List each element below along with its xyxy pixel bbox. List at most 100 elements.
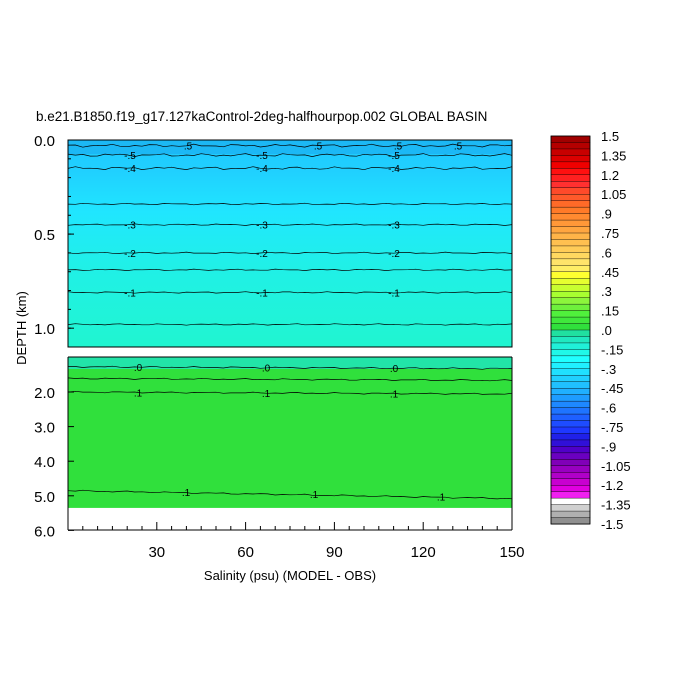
y-tick-label: 4.0 bbox=[34, 454, 55, 471]
colorbar-swatch bbox=[550, 200, 591, 208]
contour-label: -.4 bbox=[124, 164, 136, 175]
contour-label: -.5 bbox=[124, 151, 136, 162]
colorbar-swatch bbox=[550, 232, 591, 240]
chart-title: b.e21.B1850.f19_g17.127kaControl-2deg-ha… bbox=[36, 109, 487, 124]
contour-line bbox=[67, 223, 513, 226]
colorbar-label: -.9 bbox=[601, 439, 616, 454]
colorbar-swatch bbox=[550, 349, 591, 357]
contour-label: -.3 bbox=[388, 221, 400, 232]
x-tick-label: 120 bbox=[411, 544, 436, 561]
colorbar-swatch bbox=[550, 420, 591, 428]
contour-label: -.3 bbox=[124, 221, 136, 232]
contour-line bbox=[67, 377, 513, 382]
upper-panel: .5.5.5.5-.5 -.5 -.5-.4 -.4 -.4-.3 -.3 -.3-.2 -.… bbox=[34, 133, 513, 348]
contour-label: -.4 bbox=[388, 164, 400, 175]
colorbar-swatch bbox=[550, 226, 591, 234]
y-tick-label: 0.0 bbox=[34, 133, 55, 150]
colorbar-label: -1.05 bbox=[601, 459, 631, 474]
y-tick-label: 3.0 bbox=[34, 420, 55, 437]
upper-y-ticks: 0.0 0.5 1.0 bbox=[34, 133, 74, 348]
colorbar-label: 1.2 bbox=[601, 168, 619, 183]
colorbar-swatch bbox=[550, 135, 591, 143]
colorbar-label: -.45 bbox=[601, 381, 623, 396]
colorbar-swatch bbox=[550, 329, 591, 337]
colorbar-swatch bbox=[550, 271, 591, 279]
colorbar-swatch bbox=[550, 452, 591, 460]
colorbar-label: 1.05 bbox=[601, 187, 626, 202]
x-ticks: 30 60 90 120 150 bbox=[82, 522, 525, 561]
colorbar-swatch bbox=[550, 426, 591, 434]
colorbar-swatch bbox=[550, 213, 591, 221]
contour-line bbox=[67, 268, 513, 271]
contour-line bbox=[67, 251, 513, 255]
colorbar-swatch bbox=[550, 155, 591, 163]
y-tick-label: 1.0 bbox=[34, 321, 55, 338]
y-tick-label: 0.5 bbox=[34, 227, 55, 244]
contour-label: .1 bbox=[310, 490, 319, 501]
colorbar-label: .9 bbox=[601, 207, 612, 222]
contour-line bbox=[67, 291, 513, 294]
x-tick-label: 150 bbox=[499, 544, 524, 561]
colorbar-label: -.6 bbox=[601, 401, 616, 416]
colorbar-swatch bbox=[550, 291, 591, 299]
colorbar-swatch bbox=[550, 368, 591, 376]
contour-line bbox=[67, 166, 513, 171]
contour-label: -.3 bbox=[256, 221, 268, 232]
contour-label: .0 bbox=[262, 364, 271, 375]
lower-panel: .0 .0 .0 .1 .1 .1 .1 .1 .1 2.0 3.0 4.0 5.0 6.0 30 60 9… bbox=[34, 356, 525, 561]
upper-panel-fill bbox=[68, 140, 512, 347]
colorbar-label: .75 bbox=[601, 226, 619, 241]
contour-label-bg bbox=[129, 486, 147, 497]
colorbar-label: .45 bbox=[601, 265, 619, 280]
colorbar-swatch bbox=[550, 388, 591, 396]
colorbar-swatch bbox=[550, 355, 591, 363]
upper-panel-surface-band bbox=[68, 140, 512, 154]
lower-contour-lines: .0 .0 .0 .1 .1 .1 .1 .1 .1 bbox=[67, 363, 513, 503]
colorbar-swatch bbox=[550, 193, 591, 202]
colorbar-swatch bbox=[550, 252, 591, 260]
colorbar-label: .6 bbox=[601, 245, 612, 260]
colorbar-label: .15 bbox=[601, 304, 619, 319]
colorbar-frame bbox=[550, 135, 591, 525]
colorbar-swatch bbox=[550, 459, 591, 467]
colorbar-swatch bbox=[550, 504, 591, 512]
colorbar-label: -.15 bbox=[601, 342, 623, 357]
colorbar-swatch bbox=[550, 310, 591, 318]
colorbar-swatch bbox=[550, 472, 591, 480]
contour-label-bg bbox=[257, 488, 275, 499]
colorbar-swatch bbox=[550, 206, 591, 215]
y-tick-label: 2.0 bbox=[34, 385, 55, 402]
upper-panel-frame bbox=[67, 139, 513, 348]
colorbar-swatch bbox=[550, 161, 591, 169]
contour-label: -.4 bbox=[256, 164, 268, 175]
colorbar-swatch bbox=[550, 187, 591, 195]
colorbar-swatch bbox=[550, 219, 591, 228]
colorbar-swatch bbox=[550, 497, 591, 506]
colorbar-swatch bbox=[550, 278, 591, 286]
contour-label: .1 bbox=[390, 389, 399, 400]
y-axis-label: DEPTH (km) bbox=[14, 291, 29, 365]
colorbar-swatch bbox=[550, 485, 591, 493]
contour-label: -.5 bbox=[256, 151, 268, 162]
contour-label: .0 bbox=[390, 364, 399, 375]
colorbar-swatch bbox=[550, 478, 591, 486]
colorbar-swatch bbox=[550, 381, 591, 389]
contour-label: .1 bbox=[437, 492, 446, 503]
colorbar-swatch bbox=[550, 284, 591, 292]
contour-line bbox=[67, 323, 513, 326]
colorbar-swatch bbox=[550, 510, 591, 519]
colorbar-swatch bbox=[550, 362, 591, 370]
contour-label: .1 bbox=[182, 488, 191, 499]
colorbar-swatch bbox=[550, 342, 591, 350]
contour-line bbox=[67, 390, 513, 395]
colorbar-swatch bbox=[550, 297, 591, 305]
contour-label: .1 bbox=[134, 388, 143, 399]
colorbar-swatch bbox=[550, 316, 591, 325]
x-tick-label: 30 bbox=[148, 544, 165, 561]
y-tick-label: 5.0 bbox=[34, 489, 55, 506]
colorbar-swatch bbox=[550, 168, 591, 176]
contour-line bbox=[67, 153, 513, 157]
colorbar-swatch bbox=[550, 142, 591, 150]
x-tick-label: 60 bbox=[237, 544, 254, 561]
